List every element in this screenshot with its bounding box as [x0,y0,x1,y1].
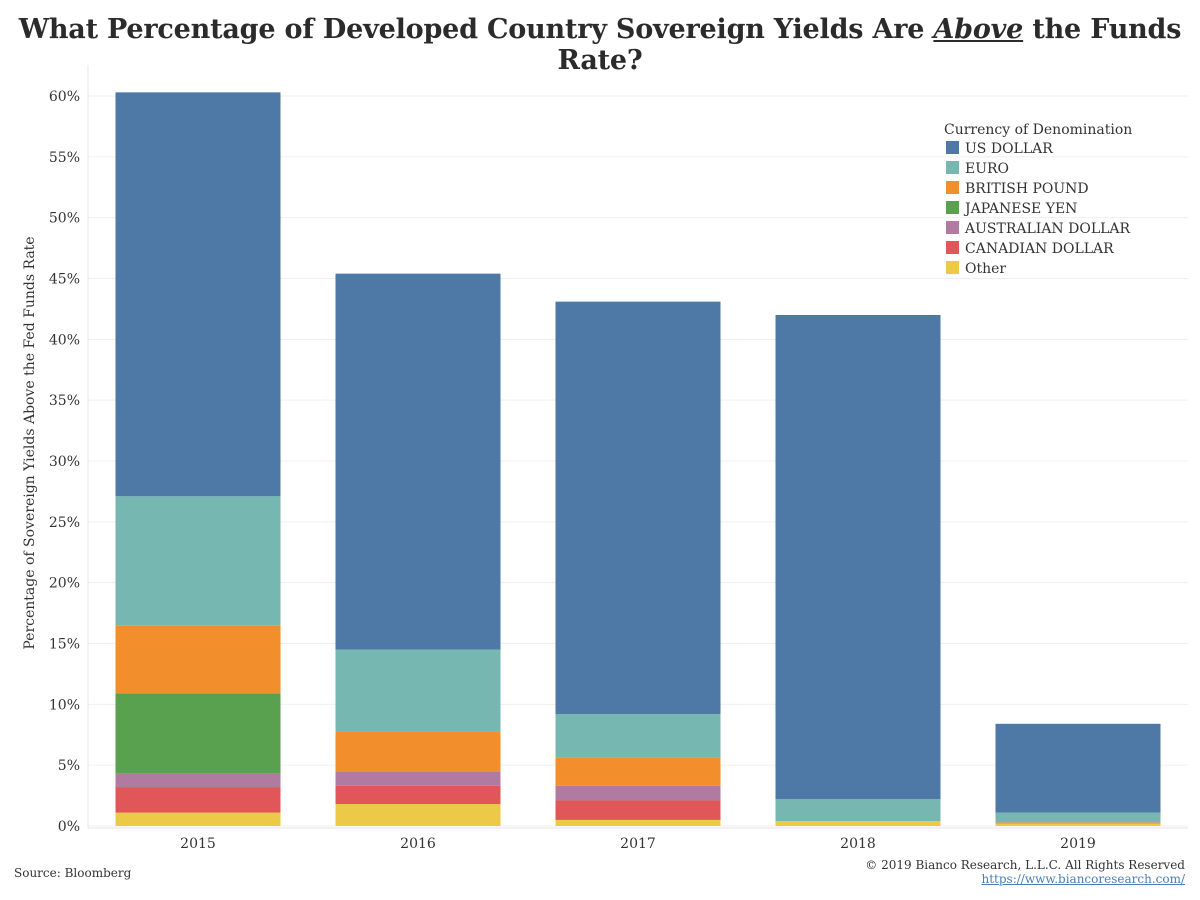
legend-label-euro: EURO [965,161,1009,177]
x-tick-label: 2017 [620,836,656,852]
legend-label-australian-dollar: AUSTRALIAN DOLLAR [964,221,1131,237]
title-text-end: the Funds Rate? [557,14,1182,76]
bar-2017-british-pound [555,757,721,786]
y-tick-label: 40% [49,332,80,348]
bar-2017-australian-dollar [555,785,721,801]
bar-2015-canadian-dollar [115,787,281,813]
y-tick-label: 60% [49,89,80,105]
bar-2016-us-dollar [335,273,501,650]
website-link[interactable]: https://www.biancoresearch.com/ [981,872,1185,886]
x-tick-label: 2016 [400,836,436,852]
legend-title: Currency of Denomination [944,122,1132,138]
title-emphasis: Above [933,14,1024,45]
legend-swatch-us-dollar [946,141,959,154]
bar-2019-british-pound [995,822,1161,824]
chart-title: What Percentage of Developed Country Sov… [0,14,1200,76]
y-tick-label: 0% [58,819,80,835]
bar-2018-euro [775,799,941,822]
bar-2015-japanese-yen [115,693,281,774]
y-tick-label: 5% [58,758,80,774]
bar-2019-us-dollar [995,723,1161,813]
bar-2016-australian-dollar [335,771,501,786]
legend-label-canadian-dollar: CANADIAN DOLLAR [965,241,1114,257]
y-tick-label: 35% [49,393,80,409]
y-tick-label: 15% [49,637,80,653]
legend: Currency of Denomination US DOLLAR EURO BR… [944,122,1132,277]
y-tick-label: 10% [49,697,80,713]
y-tick-label: 50% [49,211,80,227]
source-note: Source: Bloomberg [14,866,132,880]
bar-2018-us-dollar [775,315,941,800]
legend-swatch-canadian-dollar [946,241,959,254]
title-text-start: What Percentage of Developed Country Sov… [18,14,934,45]
y-axis-ticks: 0% 5% 10% 15% 20% 25% 30% 35% 40% 45% 50% 55% 60% [49,89,80,835]
bar-2015-australian-dollar [115,773,281,788]
x-tick-label: 2019 [1060,836,1096,852]
bar-2015-euro [115,496,281,626]
bar-2019-other [995,823,1161,826]
bar-2016-other [335,804,501,826]
legend-swatch-british-pound [946,181,959,194]
y-tick-label: 20% [49,576,80,592]
bar-2015-us-dollar [115,92,281,497]
y-tick-label: 30% [49,454,80,470]
legend-swatch-australian-dollar [946,221,959,234]
bar-2017-euro [555,714,721,758]
copyright-note: © 2019 Bianco Research, L.L.C. All Right… [865,858,1185,872]
bar-2015-other [115,812,281,826]
legend-label-other: Other [965,261,1006,277]
bar-2017-canadian-dollar [555,800,721,820]
bar-2017-us-dollar [555,301,721,715]
legend-label-british-pound: BRITISH POUND [965,181,1089,197]
y-tick-label: 55% [49,150,80,166]
bar-2016-canadian-dollar [335,785,501,805]
legend-swatch-euro [946,161,959,174]
bar-2017-other [555,819,721,826]
bar-2016-british-pound [335,731,501,772]
bar-2016-euro [335,649,501,732]
bar-2018-other [775,821,941,826]
bar-2015-british-pound [115,625,281,694]
legend-swatch-japanese-yen [946,201,959,214]
x-axis-ticks: 2015 2016 2017 2018 2019 [180,836,1096,852]
bars [115,92,1161,826]
legend-label-japanese-yen: JAPANESE YEN [963,201,1077,217]
legend-swatch-other [946,261,959,274]
y-tick-label: 45% [49,272,80,288]
y-axis-label: Percentage of Sovereign Yields Above the… [22,236,38,649]
y-tick-label: 25% [49,515,80,531]
x-tick-label: 2018 [840,836,876,852]
x-tick-label: 2015 [180,836,216,852]
legend-label-us-dollar: US DOLLAR [965,141,1053,157]
bar-2019-euro [995,812,1161,823]
